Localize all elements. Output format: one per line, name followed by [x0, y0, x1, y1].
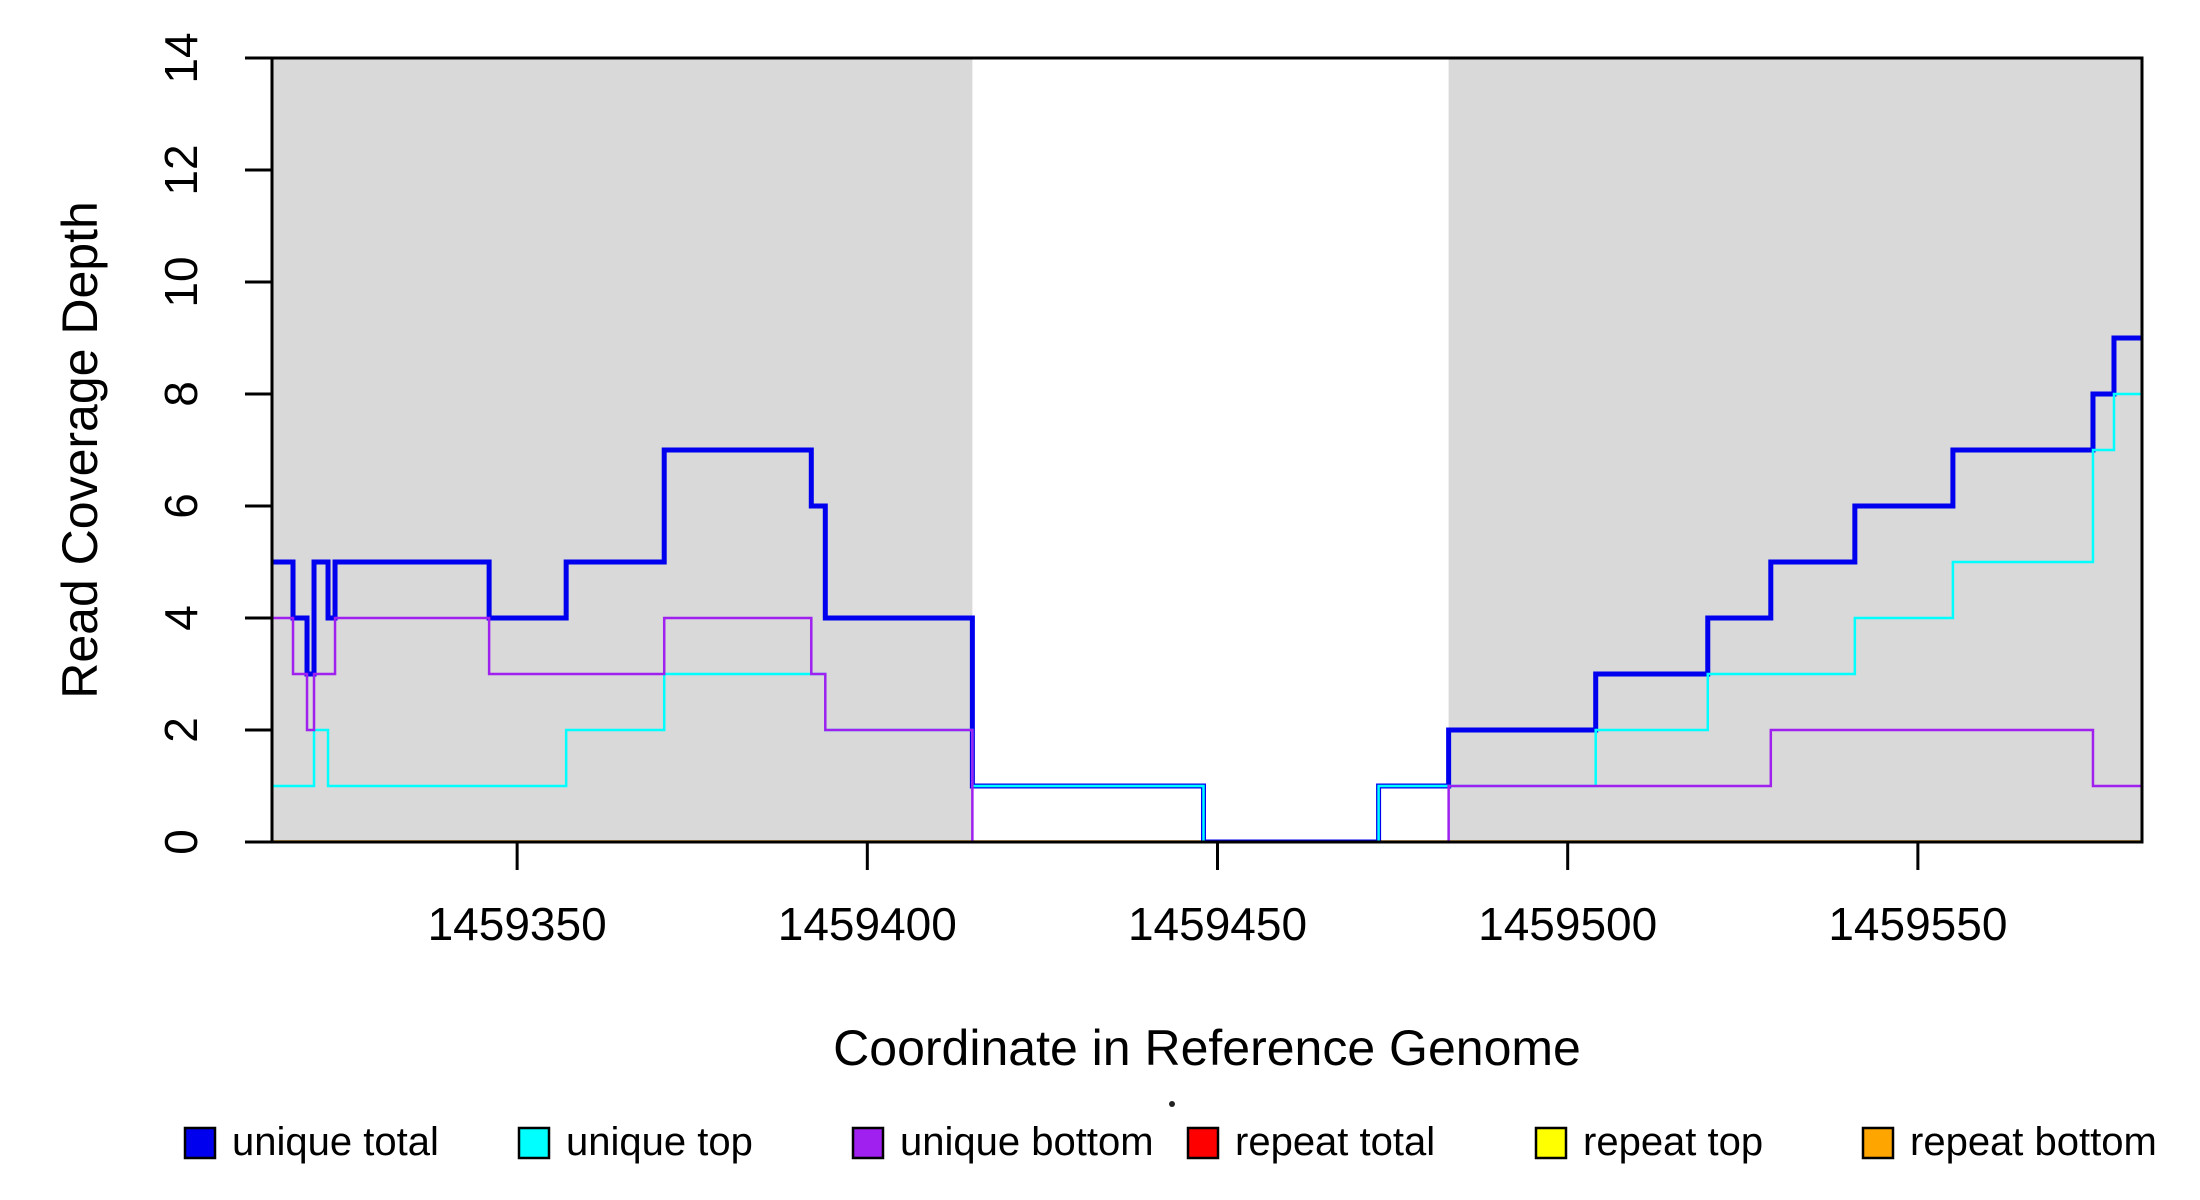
legend-item: repeat top	[1534, 1120, 1763, 1164]
legend-item: unique total	[183, 1120, 439, 1164]
legend-swatch-repeat-total	[1186, 1126, 1220, 1160]
y-axis-tick-label: 0	[155, 829, 207, 855]
legend-swatch-unique-top	[517, 1126, 551, 1160]
series-line-unique-total	[272, 335, 2142, 842]
x-axis-title: Coordinate in Reference Genome	[833, 1020, 1581, 1076]
legend-item: repeat bottom	[1861, 1120, 2157, 1164]
y-axis-tick-label: 10	[155, 256, 207, 307]
legend-swatch-repeat-top	[1534, 1126, 1568, 1160]
legend-item: repeat total	[1186, 1120, 1435, 1164]
stray-dot	[1169, 1101, 1175, 1107]
x-axis-tick-label: 1459350	[428, 898, 607, 950]
legend-item: unique bottom	[851, 1120, 1154, 1164]
legend-label: repeat bottom	[1910, 1120, 2157, 1164]
legend-swatch-unique-bottom	[851, 1126, 885, 1160]
legend-label: unique total	[232, 1120, 439, 1164]
series-line-unique-bottom	[272, 616, 2142, 842]
x-axis-tick-label: 1459550	[1828, 898, 2007, 950]
series-lines	[272, 335, 2142, 842]
y-axis: 0 2 4 6 8 10 12 14	[155, 32, 272, 855]
legend-label: unique bottom	[900, 1120, 1154, 1164]
x-axis-tick-label: 1459500	[1478, 898, 1657, 950]
series-line-unique-top	[272, 392, 2142, 842]
legend-label: unique top	[566, 1120, 753, 1164]
legend-swatch-unique-total	[183, 1126, 217, 1160]
plot-frame	[270, 56, 2144, 844]
x-axis-tick-label: 1459400	[778, 898, 957, 950]
y-axis-title: Read Coverage Depth	[52, 201, 108, 699]
x-axis: 1459350 1459400 1459450 1459500 1459550	[428, 842, 2007, 950]
shaded-regions	[272, 58, 2142, 842]
y-axis-tick-label: 4	[155, 605, 207, 631]
legend-label: repeat total	[1235, 1120, 1435, 1164]
y-axis-tick-label: 2	[155, 717, 207, 743]
y-axis-tick-label: 12	[155, 144, 207, 195]
legend-swatch-repeat-bottom	[1861, 1126, 1895, 1160]
y-axis-tick-label: 8	[155, 381, 207, 407]
shaded-region	[272, 58, 973, 842]
y-axis-tick-label: 14	[155, 32, 207, 83]
legend: unique total unique top unique bottom repea…	[183, 1120, 2157, 1164]
y-axis-tick-label: 6	[155, 493, 207, 519]
x-axis-tick-label: 1459450	[1128, 898, 1307, 950]
legend-item: unique top	[517, 1120, 753, 1164]
legend-label: repeat top	[1583, 1120, 1763, 1164]
